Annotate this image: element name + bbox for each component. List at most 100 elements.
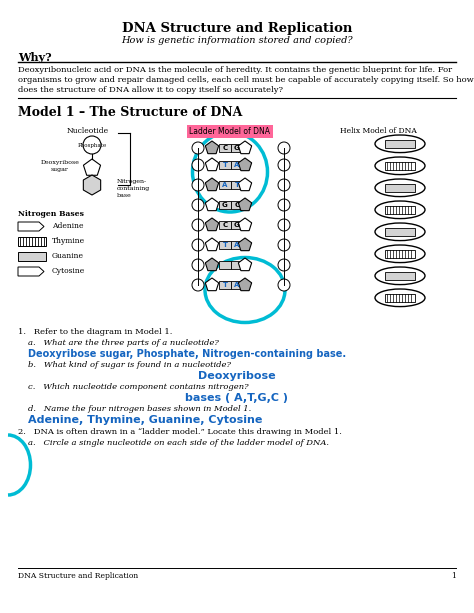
Text: DNA Structure and Replication: DNA Structure and Replication bbox=[122, 22, 352, 35]
Text: Cytosine: Cytosine bbox=[52, 267, 85, 275]
Text: Adenine: Adenine bbox=[52, 222, 83, 230]
Polygon shape bbox=[83, 159, 100, 175]
Circle shape bbox=[83, 136, 101, 154]
Text: 2.   DNA is often drawn in a “ladder model.” Locate this drawing in Model 1.: 2. DNA is often drawn in a “ladder model… bbox=[18, 428, 342, 436]
Bar bbox=[219, 144, 231, 152]
Bar bbox=[219, 261, 231, 269]
Text: Ladder Model of DNA: Ladder Model of DNA bbox=[190, 127, 271, 136]
Text: does the structure of DNA allow it to copy itself so accurately?: does the structure of DNA allow it to co… bbox=[18, 86, 283, 94]
Bar bbox=[219, 201, 231, 209]
FancyArrow shape bbox=[18, 267, 44, 276]
Bar bbox=[385, 294, 415, 302]
Text: Nitrogen-: Nitrogen- bbox=[117, 179, 147, 184]
Text: C: C bbox=[222, 145, 228, 151]
Text: Adenine, Thymine, Guanine, Cytosine: Adenine, Thymine, Guanine, Cytosine bbox=[28, 415, 263, 425]
Text: Nitrogen Bases: Nitrogen Bases bbox=[18, 210, 84, 218]
Polygon shape bbox=[205, 141, 219, 154]
Circle shape bbox=[192, 159, 204, 171]
Bar bbox=[231, 144, 243, 152]
Text: How is genetic information stored and copied?: How is genetic information stored and co… bbox=[121, 36, 353, 45]
Bar bbox=[385, 184, 415, 192]
Text: Phosphate: Phosphate bbox=[77, 142, 107, 148]
Text: Deoxyribose: Deoxyribose bbox=[41, 160, 80, 165]
Polygon shape bbox=[238, 278, 252, 291]
Polygon shape bbox=[205, 238, 219, 251]
Bar bbox=[231, 261, 243, 269]
Bar bbox=[18, 252, 46, 261]
Text: A: A bbox=[234, 242, 240, 248]
Text: T: T bbox=[222, 162, 228, 168]
Circle shape bbox=[278, 219, 290, 231]
Bar bbox=[18, 237, 46, 246]
Text: Nucleotide: Nucleotide bbox=[67, 127, 109, 135]
Text: DNA Structure and Replication: DNA Structure and Replication bbox=[18, 572, 138, 580]
Text: sugar: sugar bbox=[51, 167, 69, 172]
Polygon shape bbox=[238, 198, 252, 211]
Circle shape bbox=[278, 159, 290, 171]
Bar bbox=[219, 161, 231, 169]
Polygon shape bbox=[238, 158, 252, 170]
Text: 1.   Refer to the diagram in Model 1.: 1. Refer to the diagram in Model 1. bbox=[18, 328, 173, 336]
Bar bbox=[219, 241, 231, 249]
Polygon shape bbox=[238, 238, 252, 251]
Circle shape bbox=[278, 279, 290, 291]
Bar bbox=[231, 161, 243, 169]
Bar bbox=[385, 162, 415, 170]
Text: Why?: Why? bbox=[18, 52, 52, 63]
Polygon shape bbox=[238, 178, 252, 191]
Text: b.   What kind of sugar is found in a nucleotide?: b. What kind of sugar is found in a nucl… bbox=[28, 361, 231, 369]
Circle shape bbox=[192, 219, 204, 231]
Text: base: base bbox=[117, 193, 132, 198]
Polygon shape bbox=[205, 218, 219, 230]
Circle shape bbox=[192, 179, 204, 191]
Bar bbox=[385, 140, 415, 148]
Text: Deoxyribose sugar, Phosphate, Nitrogen-containing base.: Deoxyribose sugar, Phosphate, Nitrogen-c… bbox=[28, 349, 346, 359]
Text: c.   Which nucleotide component contains nitrogen?: c. Which nucleotide component contains n… bbox=[28, 383, 249, 391]
Text: d.   Name the four nitrogen bases shown in Model 1.: d. Name the four nitrogen bases shown in… bbox=[28, 405, 251, 413]
Text: Deoxyribonucleic acid or DNA is the molecule of heredity. It contains the geneti: Deoxyribonucleic acid or DNA is the mole… bbox=[18, 66, 452, 74]
Polygon shape bbox=[205, 198, 219, 211]
Text: G: G bbox=[234, 145, 240, 151]
FancyArrow shape bbox=[18, 222, 44, 231]
Circle shape bbox=[278, 199, 290, 211]
Text: A: A bbox=[222, 182, 228, 188]
Circle shape bbox=[278, 239, 290, 251]
Text: Deoxyribose: Deoxyribose bbox=[198, 371, 276, 381]
Text: Guanine: Guanine bbox=[52, 252, 84, 260]
Text: A: A bbox=[234, 162, 240, 168]
Text: bases ( A,T,G,C ): bases ( A,T,G,C ) bbox=[185, 393, 289, 403]
Text: a.   Circle a single nucleotide on each side of the ladder model of DNA.: a. Circle a single nucleotide on each si… bbox=[28, 439, 329, 447]
Bar bbox=[231, 281, 243, 289]
Circle shape bbox=[192, 199, 204, 211]
Bar bbox=[231, 201, 243, 209]
Text: Model 1 – The Structure of DNA: Model 1 – The Structure of DNA bbox=[18, 106, 242, 119]
Polygon shape bbox=[205, 178, 219, 191]
Circle shape bbox=[192, 259, 204, 271]
Text: C: C bbox=[235, 202, 239, 208]
Circle shape bbox=[192, 279, 204, 291]
Text: organisms to grow and repair damaged cells, each cell must be capable of accurat: organisms to grow and repair damaged cel… bbox=[18, 76, 474, 84]
Bar bbox=[231, 221, 243, 229]
Text: T: T bbox=[222, 242, 228, 248]
Bar bbox=[385, 250, 415, 258]
Circle shape bbox=[278, 142, 290, 154]
Circle shape bbox=[278, 259, 290, 271]
Polygon shape bbox=[238, 258, 252, 271]
Polygon shape bbox=[205, 158, 219, 170]
Text: Thymine: Thymine bbox=[52, 237, 85, 245]
Text: containing: containing bbox=[117, 186, 150, 191]
Polygon shape bbox=[238, 141, 252, 154]
Bar bbox=[385, 228, 415, 236]
Bar bbox=[231, 181, 243, 189]
Bar bbox=[231, 241, 243, 249]
Polygon shape bbox=[205, 258, 219, 271]
Text: G: G bbox=[234, 222, 240, 228]
Bar bbox=[219, 181, 231, 189]
Circle shape bbox=[278, 179, 290, 191]
Circle shape bbox=[192, 142, 204, 154]
Text: T: T bbox=[222, 282, 228, 288]
Bar bbox=[385, 206, 415, 214]
Bar bbox=[385, 272, 415, 280]
Text: 1: 1 bbox=[451, 572, 456, 580]
Polygon shape bbox=[83, 175, 100, 195]
